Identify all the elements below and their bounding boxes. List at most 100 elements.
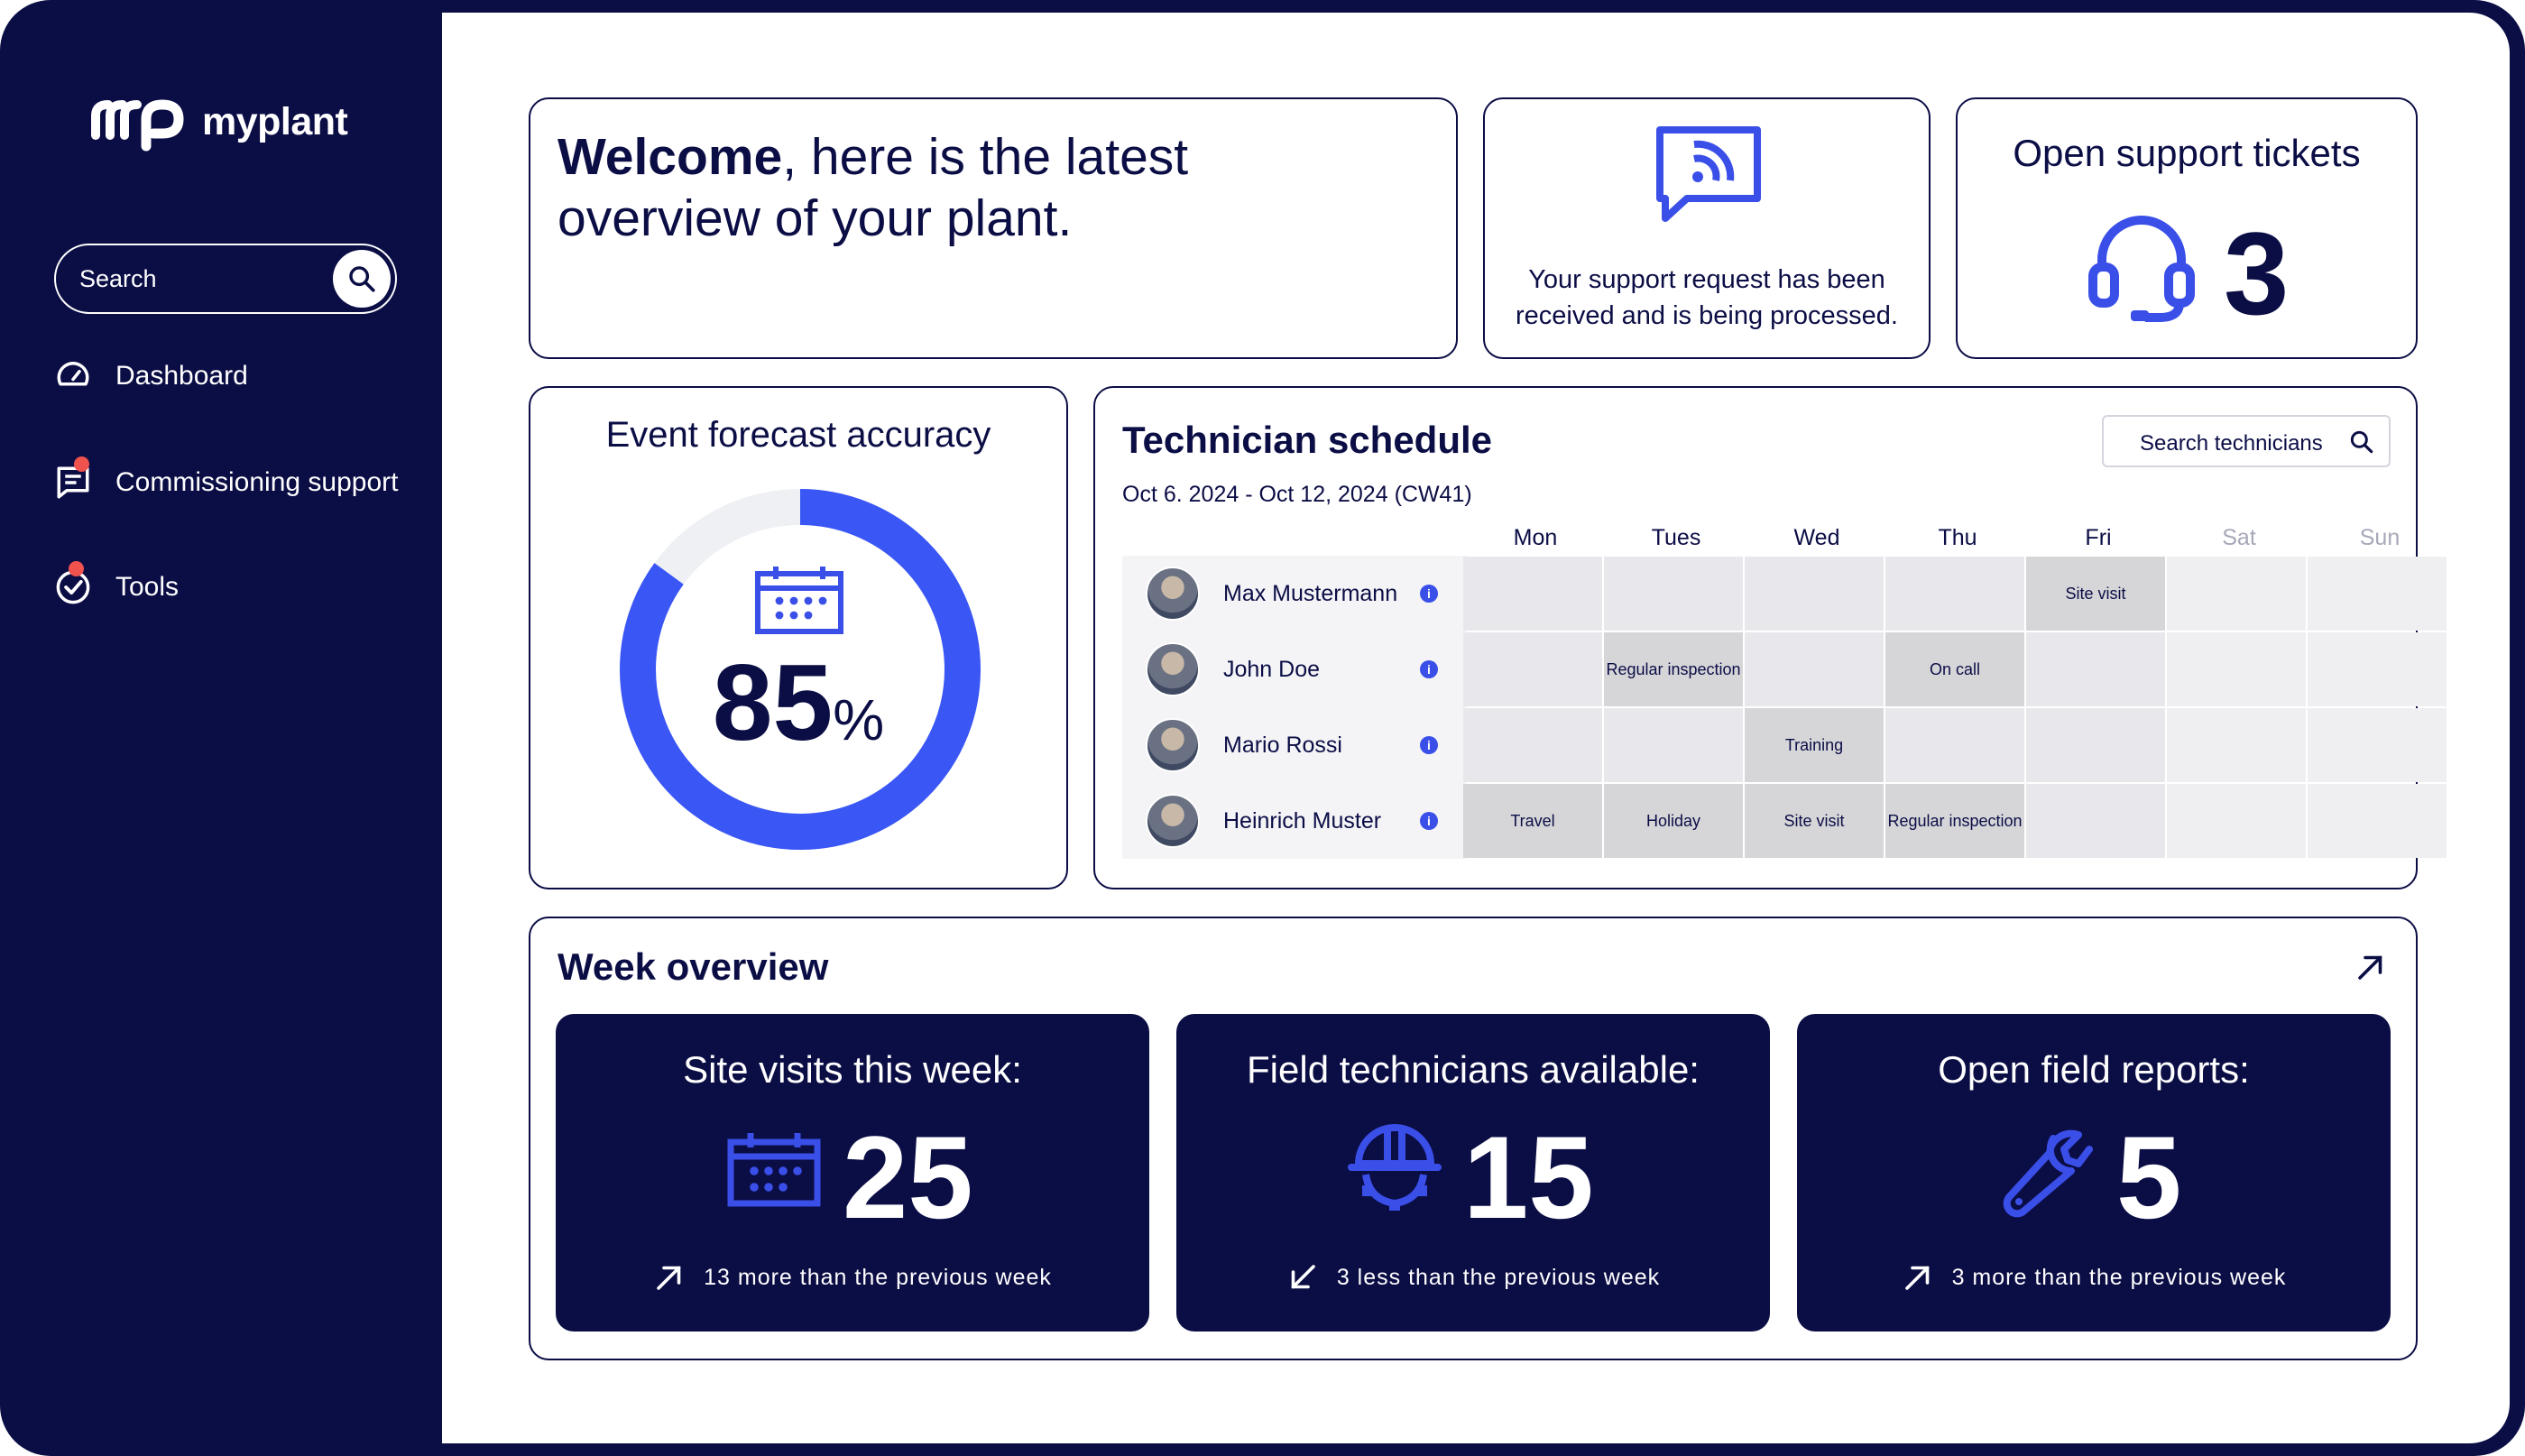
schedule-cell[interactable] (2167, 784, 2306, 858)
avatar (1146, 794, 1200, 848)
day-header-thu: Thu (1938, 525, 1977, 550)
arrow-down-left-icon (1291, 1265, 1315, 1289)
avatar (1146, 567, 1200, 621)
app-name: myplant (202, 99, 348, 143)
welcome-card: Welcome, here is the latest overview of … (529, 97, 1458, 359)
hard-hat-gear-icon (1348, 1124, 1442, 1211)
forecast-title: Event forecast accuracy (605, 415, 991, 455)
schedule-cell[interactable]: Regular inspection (1885, 784, 2024, 858)
schedule-cell[interactable] (2026, 784, 2165, 858)
tickets-count: 3 (2224, 207, 2290, 339)
support-status-card[interactable]: Your support request has been received a… (1483, 97, 1931, 359)
welcome-message: Welcome, here is the latest overview of … (558, 126, 1369, 249)
speedometer-icon (54, 357, 92, 395)
forecast-donut (620, 489, 981, 850)
welcome-line2: overview of your plant. (558, 189, 1073, 247)
wrench-icon (2003, 1129, 2093, 1218)
schedule-date-range: Oct 6. 2024 - Oct 12, 2024 (CW41) (1122, 482, 1472, 507)
calendar-icon (755, 567, 843, 634)
search-input[interactable]: Search (79, 265, 157, 292)
sidebar-item-commissioning-support[interactable]: Commissioning support (54, 456, 399, 502)
stat-title: Open field reports: (1938, 1048, 2250, 1091)
schedule-cell[interactable] (1604, 708, 1743, 782)
stat-field-technicians[interactable]: Field technicians available: 15 3 less t… (1176, 1014, 1770, 1332)
support-status-line2: received and is being processed. (1516, 301, 1898, 330)
info-icon[interactable]: i (1420, 812, 1438, 830)
welcome-bold: Welcome (558, 128, 783, 186)
sidebar-item-dashboard[interactable]: Dashboard (54, 357, 248, 395)
info-icon[interactable]: i (1420, 660, 1438, 678)
notification-badge (69, 561, 84, 576)
forecast-value: 85% (530, 640, 1066, 765)
technician-name: John Doe (1223, 657, 1321, 682)
chat-signal-icon (1656, 126, 1761, 222)
schedule-cell[interactable] (2308, 632, 2447, 706)
day-header-sat: Sat (2222, 525, 2256, 550)
schedule-cell[interactable] (1604, 557, 1743, 631)
search-icon (2350, 430, 2373, 454)
myplant-logo-icon (91, 99, 184, 152)
stat-trend: 3 less than the previous week (1176, 1261, 1770, 1294)
stat-site-visits[interactable]: Site visits this week: 25 13 more than t… (556, 1014, 1149, 1332)
schedule-cell[interactable]: Site visit (2026, 557, 2165, 631)
tickets-title: Open support tickets (2013, 132, 2361, 174)
search-technicians-label: Search technicians (2140, 431, 2323, 456)
search-button[interactable] (333, 250, 391, 308)
schedule-cell[interactable] (1463, 632, 1602, 706)
schedule-cell[interactable] (1463, 557, 1602, 631)
day-header-tues: Tues (1651, 525, 1701, 550)
info-icon[interactable]: i (1420, 585, 1438, 603)
schedule-cell[interactable] (1745, 557, 1884, 631)
avatar (1146, 718, 1200, 772)
expand-arrow-icon[interactable] (2355, 951, 2387, 983)
schedule-cell[interactable] (1885, 557, 2024, 631)
technician-name: Mario Rossi (1223, 733, 1342, 758)
search-icon (349, 266, 375, 292)
arrow-up-right-icon (657, 1266, 681, 1290)
stat-trend-text: 3 more than the previous week (1951, 1264, 2287, 1290)
technician-schedule-card: Technician schedule Oct 6. 2024 - Oct 12… (1093, 386, 2447, 889)
schedule-cell[interactable] (2308, 708, 2447, 782)
stat-open-field-reports[interactable]: Open field reports: 5 3 more than the pr… (1797, 1014, 2391, 1332)
week-overview-card: Week overview Site visits this week: 25 (529, 917, 2418, 1360)
technician-name: Heinrich Muster (1223, 808, 1382, 834)
calendar-icon (727, 1133, 821, 1207)
day-header-sun: Sun (2359, 525, 2401, 550)
schedule-cell[interactable] (2308, 557, 2447, 631)
sidebar-item-tools[interactable]: Tools (54, 561, 180, 606)
stat-value: 5 (2116, 1111, 2182, 1243)
search-technicians-input[interactable]: Search technicians (2102, 415, 2391, 467)
schedule-cell[interactable]: Travel (1463, 784, 1602, 858)
schedule-cell[interactable]: Site visit (1745, 784, 1884, 858)
open-tickets-card[interactable]: Open support tickets 3 (1956, 97, 2418, 359)
schedule-cell[interactable]: On call (1885, 632, 2024, 706)
sidebar-item-label: Tools (115, 572, 180, 602)
schedule-cell[interactable] (2167, 632, 2306, 706)
stat-title: Site visits this week: (683, 1048, 1022, 1091)
schedule-cell[interactable] (2167, 708, 2306, 782)
schedule-cell[interactable] (2308, 784, 2447, 858)
schedule-cell[interactable] (1463, 708, 1602, 782)
stat-trend: 3 more than the previous week (1797, 1261, 2391, 1294)
schedule-cell[interactable] (1885, 708, 2024, 782)
schedule-cell[interactable] (2026, 632, 2165, 706)
schedule-cell[interactable]: Regular inspection (1604, 632, 1743, 706)
schedule-cell[interactable] (1745, 632, 1884, 706)
day-header-fri: Fri (2085, 525, 2112, 550)
day-header-wed: Wed (1793, 525, 1840, 550)
schedule-cell[interactable] (2026, 708, 2165, 782)
schedule-title: Technician schedule (1122, 419, 1493, 461)
week-overview-title: Week overview (558, 945, 829, 988)
forecast-number: 85 (712, 642, 834, 763)
check-circle-icon (54, 561, 92, 606)
support-status-message: Your support request has been received a… (1485, 262, 1929, 334)
technician-name: Max Mustermann (1223, 581, 1398, 606)
schedule-cell[interactable] (2167, 557, 2306, 631)
schedule-cell[interactable]: Training (1745, 708, 1884, 782)
sidebar-search[interactable]: Search (54, 244, 397, 314)
info-icon[interactable]: i (1420, 736, 1438, 754)
schedule-cell[interactable]: Holiday (1604, 784, 1743, 858)
app-logo[interactable]: myplant (90, 90, 348, 153)
sidebar-item-label: Commissioning support (115, 467, 399, 497)
